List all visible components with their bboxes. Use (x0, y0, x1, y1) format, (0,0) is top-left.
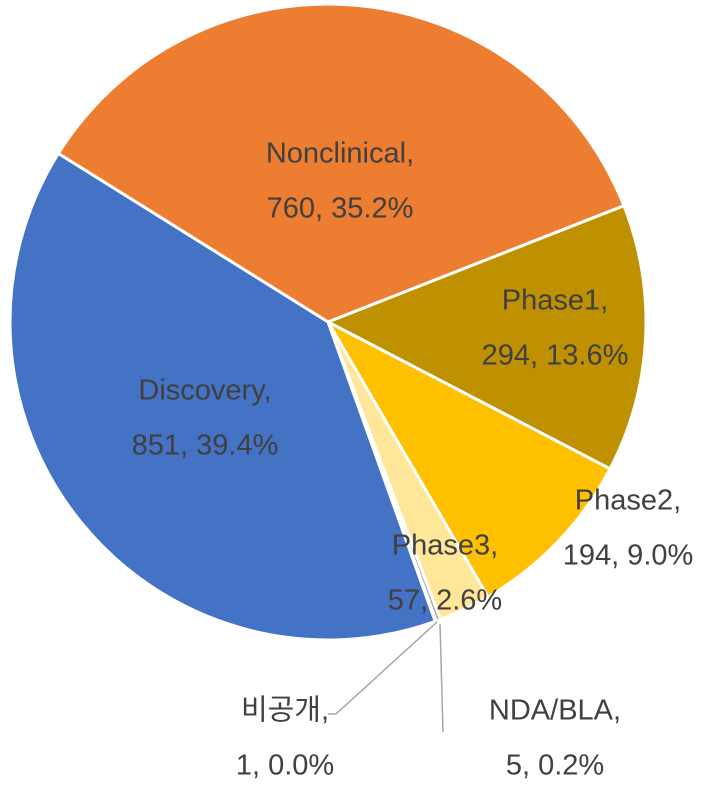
slices (8, 2, 648, 642)
leader-line (439, 623, 444, 733)
slice-label: Discovery, (138, 375, 271, 407)
leader-line (328, 621, 438, 715)
slice-value-label: 194, 9.0% (563, 540, 694, 572)
slice-value-label: 760, 35.2% (267, 193, 414, 225)
slice-label: NDA/BLA, (489, 695, 621, 727)
slice-label: Phase1, (502, 285, 608, 317)
slice-value-label: 57, 2.6% (388, 585, 502, 617)
slice-label: 비공개, (241, 695, 329, 727)
slice-value-label: 851, 39.4% (132, 430, 279, 462)
pie-slice (8, 151, 438, 642)
slice-value-label: 294, 13.6% (482, 340, 629, 372)
slice-label: Phase2, (575, 485, 681, 517)
pie-slice (324, 318, 613, 599)
pie-slice (324, 203, 648, 471)
slice-value-label: 1, 0.0% (236, 750, 334, 782)
slice-label: Nonclinical, (266, 138, 414, 170)
slice-value-label: 5, 0.2% (506, 750, 604, 782)
pie-slice (56, 2, 626, 324)
slice-label: Phase3, (392, 530, 498, 562)
